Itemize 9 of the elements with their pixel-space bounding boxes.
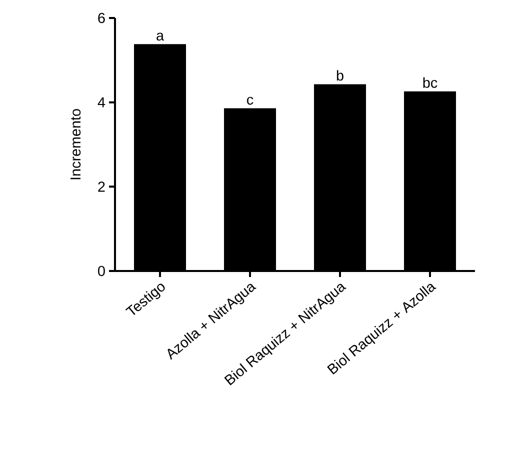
y-tick-label: 4 [98, 97, 106, 108]
y-tick-label: 6 [98, 12, 105, 24]
annotation: b [336, 70, 344, 81]
y-tick-label: 2 [98, 182, 105, 192]
y-axis-title: Incremento [70, 109, 81, 180]
annotation: bc [423, 77, 438, 88]
annotation: c [247, 96, 254, 105]
annotation: a [156, 32, 164, 41]
y-tick-label: 0 [98, 266, 105, 276]
